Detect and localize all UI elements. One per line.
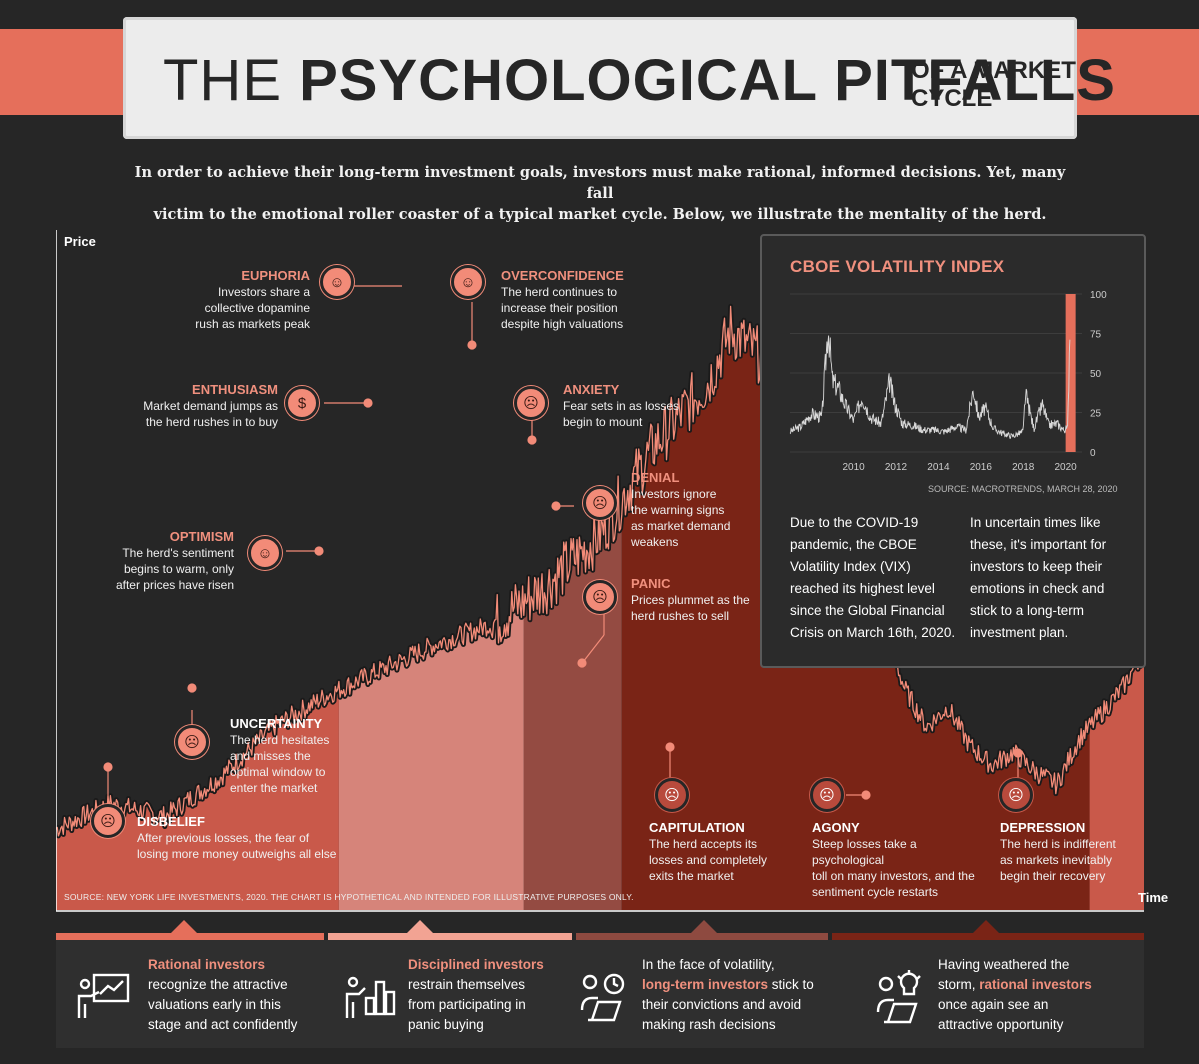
worried-face-icon: ☹ [514,386,548,420]
vix-xtick-label: 2018 [1012,462,1035,473]
stage-agony: AGONY Steep losses take a psychological t… [812,820,975,899]
phase-bar-1 [56,933,324,940]
vix-xtick-label: 2014 [927,462,950,473]
starstruck-face-icon: ☺ [320,265,354,299]
page-title: THE PSYCHOLOGICAL PITFALLS [163,49,1116,113]
sad-face-icon: ☹ [999,778,1033,812]
stage-optimism: OPTIMISM The herd's sentiment begins to w… [115,529,234,592]
vix-chart: 0 25 50 75 100 2010 2012 2014 2016 2018 2020 [789,290,1107,473]
vix-covid-highlight [1065,294,1076,452]
cycle-zone-5 [1089,641,1144,910]
stage-disbelief: DISBELIEF After previous losses, the fea… [137,814,337,861]
stage-enthusiasm: ENTHUSIASM Market demand jumps as the her… [143,382,278,429]
intro-text: In order to achieve their long-term inve… [120,162,1080,225]
phase-bar-2 [328,933,572,940]
presenter-chart-icon [77,973,130,1018]
vix-ytick-label: 25 [1090,409,1102,420]
investor-tips-panel [56,940,1144,1048]
title-side: OF A MARKET CYCLE [911,57,1076,112]
vix-ytick-label: 100 [1090,290,1107,301]
stage-denial: DENIAL Investors ignore the warning signs… [631,470,731,549]
grinning-face-icon: ☺ [248,536,282,570]
vix-xtick-label: 2010 [842,462,865,473]
anguished-face-icon: ☹ [810,778,844,812]
tip-rational-2: Having weathered the storm, rational inve… [938,957,1092,1032]
vix-ytick-label: 50 [1090,369,1102,380]
stage-depression: DEPRESSION The herd is indifferent as mar… [1000,820,1116,883]
intro-line-2: victim to the emotional roller coaster o… [153,206,1047,223]
chart-source: SOURCE: NEW YORK LIFE INVESTMENTS, 2020.… [64,892,634,902]
intro-line-1: In order to achieve their long-term inve… [134,164,1066,202]
vix-text-right: In uncertain times like these, it's impor… [970,515,1107,640]
vix-series-line [789,335,1071,439]
y-axis-label: Price [64,234,96,249]
sunglasses-face-icon: ☺ [451,265,485,299]
phase-marker-2 [406,920,434,934]
vix-xtick-label: 2016 [970,462,993,473]
stage-capitulation: CAPITULATION The herd accepts its losses … [649,820,768,883]
title-light: THE [163,48,282,113]
vix-source: SOURCE: MACROTRENDS, MARCH 28, 2020 [928,484,1118,494]
vix-text-left: Due to the COVID-19 pandemic, the CBOE Vol… [790,515,956,640]
person-lightbulb-icon [876,970,921,1024]
stage-uncertainty: UNCERTAINTY The herd hesitates and misses… [230,716,330,795]
vix-ytick-label: 0 [1090,448,1096,459]
presenter-bars-icon [345,976,396,1018]
tip-disciplined: Disciplined investors restrain themselves… [408,957,544,1032]
stage-euphoria: EUPHORIA Investors share a collective dop… [195,268,310,331]
market-cycle-line-highlight [56,305,1144,837]
stage-anxiety: ANXIETY Fear sets in as losses begin to m… [563,382,680,429]
tip-long-term: In the face of volatility, long-term inve… [642,957,814,1032]
phase-marker-4 [972,920,1000,934]
vix-xtick-label: 2012 [885,462,908,473]
vix-panel: CBOE VOLATILITY INDEX 0 25 50 75 100 2010 2012… [760,234,1146,668]
x-axis-label: Time [1138,890,1169,905]
tip-rational-1: Rational investors recognize the attracti… [148,957,298,1032]
cycle-zone-2 [338,584,524,910]
phase-marker-1 [170,920,198,934]
vix-title: CBOE VOLATILITY INDEX [790,257,1005,276]
stage-overconfidence: OVERCONFIDENCE The herd continues to incr… [501,268,624,331]
frowning-face-icon: ☹ [583,486,617,520]
money-face-icon: $ [285,386,319,420]
phase-bar-3 [576,933,828,940]
confused-face-icon: ☹ [175,725,209,759]
title-card: THE PSYCHOLOGICAL PITFALLS OF A MARKET CY… [123,17,1115,139]
person-clock-icon [580,973,625,1022]
crying-face-icon: ☹ [655,778,689,812]
title-bold: PSYCHOLOGICAL PITFALLS [299,48,1116,113]
vix-xtick-label: 2020 [1055,462,1078,473]
unamused-face-icon: ☹ [91,804,125,838]
vix-ytick-label: 75 [1090,330,1102,341]
stage-panic: PANIC Prices plummet as the herd rushes t… [631,576,750,623]
phase-bar-4 [832,933,1144,940]
fearful-face-icon: ☹ [583,580,617,614]
phase-marker-3 [690,920,718,934]
